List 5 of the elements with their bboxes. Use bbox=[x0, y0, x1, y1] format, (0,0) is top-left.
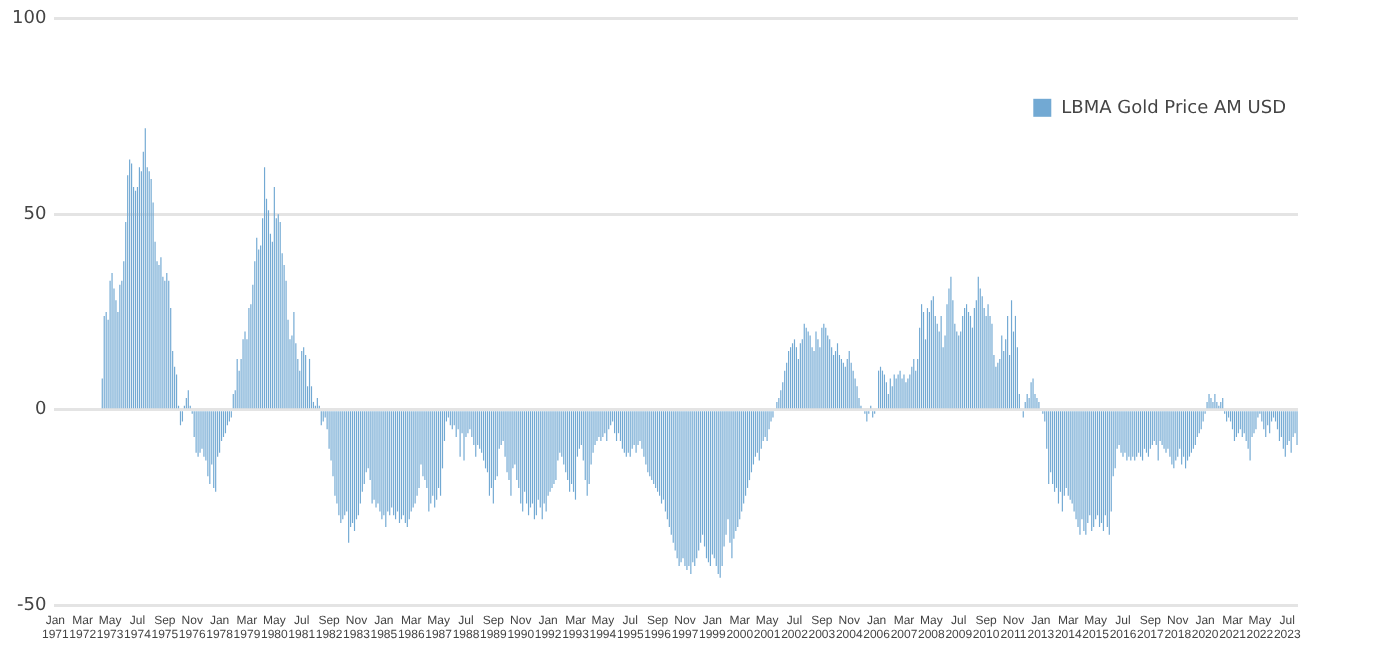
y-tick-label: -50 bbox=[16, 595, 47, 616]
legend-label: LBMA Gold Price AM USD bbox=[1061, 99, 1287, 120]
y-tick-label: 100 bbox=[11, 9, 47, 30]
y-tick-label: 0 bbox=[34, 400, 47, 421]
y-tick-label: 50 bbox=[23, 204, 47, 225]
